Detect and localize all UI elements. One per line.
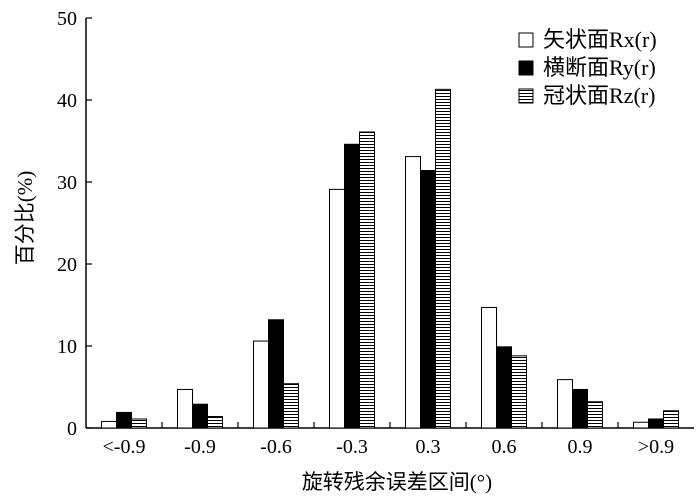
y-tick-label: 50 <box>57 8 77 30</box>
bar <box>633 421 649 429</box>
bar <box>435 88 451 429</box>
legend-label: 矢状面Rx(r) <box>543 27 657 52</box>
bar <box>131 418 147 429</box>
bar <box>329 188 345 429</box>
bar <box>496 346 512 429</box>
y-ticks: 0 10 20 30 40 50 <box>57 8 92 440</box>
x-tick-label: 0.6 <box>492 436 517 458</box>
x-tick-label: -0.9 <box>184 436 216 458</box>
bar <box>207 416 223 429</box>
legend-swatch <box>518 32 534 48</box>
bar <box>283 383 299 429</box>
x-tick-label: 0.9 <box>568 436 593 458</box>
bar <box>587 401 603 429</box>
bar <box>557 379 573 429</box>
bar <box>420 170 436 429</box>
bar <box>344 143 360 429</box>
x-tick-label: <-0.9 <box>103 436 146 458</box>
y-axis-label: 百分比(%) <box>13 171 37 265</box>
bar <box>663 410 679 429</box>
x-ticks: <-0.9 -0.9 -0.6 -0.3 0.3 0.6 0.9 >0.9 <box>103 422 674 458</box>
legend: 矢状面Rx(r) 横断面Ry(r) 冠状面Rz(r) <box>518 27 657 108</box>
bar <box>359 131 375 429</box>
bar <box>101 420 117 429</box>
x-tick-label: -0.3 <box>336 436 368 458</box>
legend-swatch <box>518 88 534 104</box>
bar <box>481 306 497 429</box>
y-tick-label: 40 <box>57 90 77 112</box>
y-tick-label: 20 <box>57 254 77 276</box>
x-tick-label: >0.9 <box>638 436 674 458</box>
legend-label: 横断面Ry(r) <box>543 55 656 80</box>
bar <box>253 340 269 429</box>
y-tick-label: 30 <box>57 172 77 194</box>
bars <box>101 88 679 429</box>
bar <box>192 403 208 429</box>
x-tick-label: -0.6 <box>260 436 292 458</box>
bar <box>177 388 193 429</box>
y-tick-label: 0 <box>67 418 77 440</box>
legend-swatch <box>518 60 534 76</box>
y-tick-label: 10 <box>57 336 77 358</box>
bar <box>116 411 132 429</box>
bar <box>648 418 664 429</box>
bar <box>511 355 527 429</box>
bar <box>268 319 284 429</box>
x-tick-label: 0.3 <box>416 436 441 458</box>
bar <box>405 156 421 429</box>
bar <box>572 388 588 429</box>
legend-label: 冠状面Rz(r) <box>543 83 655 108</box>
x-axis-label: 旋转残余误差区间(°) <box>302 470 492 494</box>
